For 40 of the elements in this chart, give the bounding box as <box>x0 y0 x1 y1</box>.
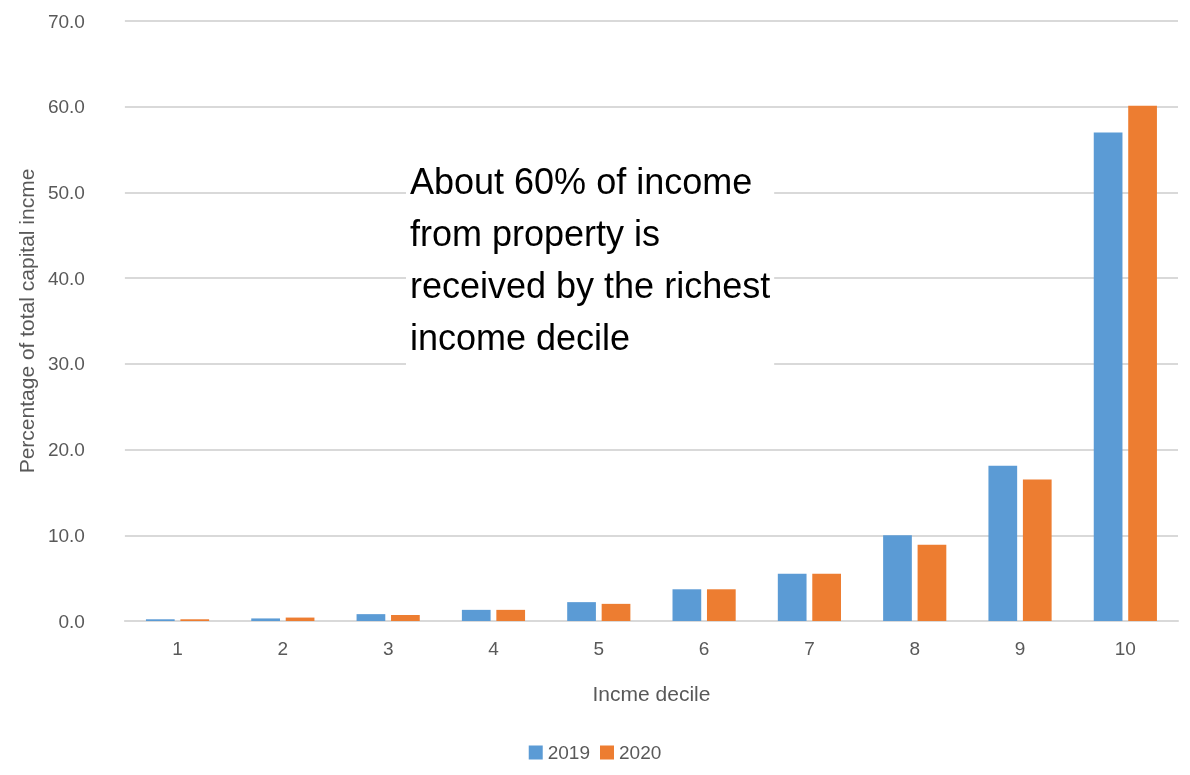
bar <box>1128 105 1157 621</box>
bar <box>1093 132 1123 621</box>
y-tick-label: 10.0 <box>47 524 85 546</box>
bar <box>567 602 596 621</box>
bar <box>601 603 631 621</box>
bar <box>461 609 491 621</box>
bar <box>812 573 841 621</box>
y-tick-label: 30.0 <box>47 353 85 375</box>
x-tick-label: 2 <box>277 638 289 659</box>
annotation: About 60% of income from property is received by the richest income decile <box>410 160 771 358</box>
bar <box>777 573 807 621</box>
bar <box>988 465 1018 621</box>
bar <box>391 615 420 621</box>
bar <box>706 589 736 621</box>
y-tick-label: 40.0 <box>47 267 85 289</box>
y-axis-title: Percentage of total capital incme <box>15 168 38 474</box>
x-tick-label: 7 <box>804 638 815 659</box>
x-tick-label: 1 <box>172 638 183 659</box>
bar <box>496 609 526 621</box>
legend-label: 2020 <box>619 742 662 763</box>
x-tick-label: 10 <box>1114 638 1136 659</box>
legend-label: 2019 <box>547 742 591 763</box>
x-tick-label: 5 <box>593 638 605 659</box>
x-axis-title: Incme decile <box>592 682 711 705</box>
y-tick-label: 50.0 <box>47 181 85 203</box>
bar <box>1022 479 1052 621</box>
bar <box>356 614 386 621</box>
bar <box>883 535 912 621</box>
y-tick-label: 20.0 <box>47 439 85 461</box>
x-tick-label: 4 <box>488 638 500 659</box>
x-tick-label: 3 <box>382 638 394 659</box>
y-tick-label: 0.0 <box>58 610 85 632</box>
bar <box>917 544 947 621</box>
y-tick-label: 70.0 <box>47 10 85 32</box>
x-tick-label: 8 <box>909 638 921 659</box>
y-tick-label: 60.0 <box>47 96 85 118</box>
bar <box>672 589 702 621</box>
x-tick-label: 9 <box>1014 638 1026 659</box>
bar <box>251 618 280 621</box>
x-tick-label: 6 <box>698 638 710 659</box>
